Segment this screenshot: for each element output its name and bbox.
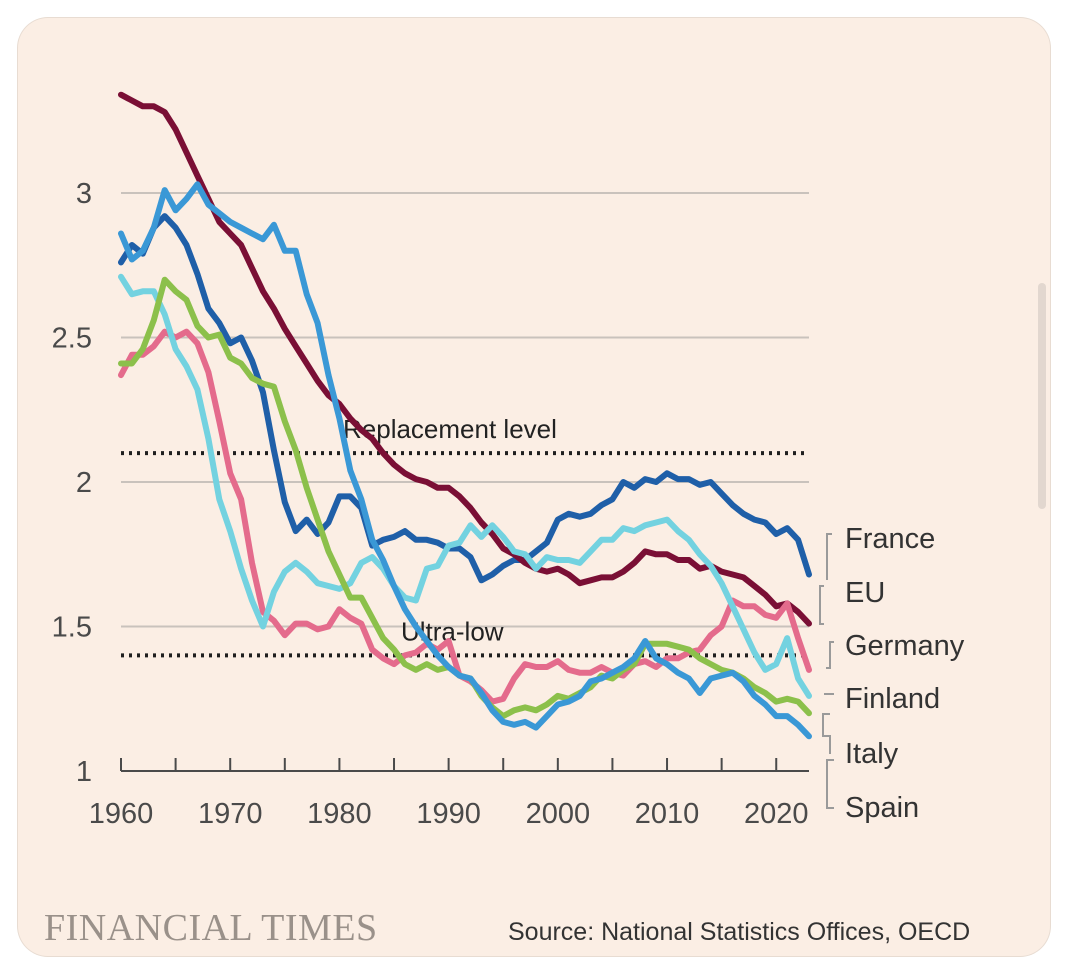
- legend-label-eu: EU: [845, 577, 885, 609]
- legend-label-italy: Italy: [845, 738, 899, 770]
- legend-bracket: [822, 713, 831, 754]
- chart-card: [18, 18, 1050, 956]
- source-note: Source: National Statistics Offices, OEC…: [508, 918, 971, 946]
- legend-label-france: France: [845, 523, 935, 555]
- y-tick-label: 1.5: [52, 612, 92, 644]
- reference-label: Replacement level: [343, 414, 557, 444]
- x-tick-label: 2000: [526, 798, 591, 830]
- scrollbar[interactable]: [1038, 283, 1046, 509]
- x-tick-label: 1970: [198, 798, 263, 830]
- series-line-finland: [118, 273, 812, 699]
- series-group: [118, 91, 812, 740]
- y-tick-label: 3: [76, 178, 92, 210]
- x-tick-label: 1990: [416, 798, 481, 830]
- legend-label-finland: Finland: [845, 683, 940, 715]
- x-tick-label: 2020: [744, 798, 809, 830]
- legend-bracket: [826, 533, 832, 580]
- series-line-france: [118, 213, 812, 584]
- axes: 1 1.5 2 2.5 3 1960 1970 1980 1990 2000 2010 2020: [52, 178, 809, 830]
- ft-brand-logo: FINANCIAL TIMES: [44, 907, 378, 949]
- series-line-eu: [118, 91, 812, 627]
- legend-bracket: [819, 585, 824, 625]
- legend-label-spain: Spain: [845, 792, 919, 824]
- x-tick-label: 1980: [307, 798, 372, 830]
- legend-label-germany: Germany: [845, 630, 965, 662]
- series-line-spain: [118, 181, 812, 740]
- x-tick-label: 1960: [89, 798, 154, 830]
- x-tick-label: 2010: [635, 798, 700, 830]
- legend-bracket: [826, 641, 834, 669]
- y-tick-label: 1: [76, 756, 92, 788]
- y-tick-label: 2: [76, 467, 92, 499]
- legend-bracket: [826, 759, 834, 809]
- y-tick-label: 2.5: [52, 323, 92, 355]
- legend: France EU Germany Finland Italy Spain: [819, 523, 965, 824]
